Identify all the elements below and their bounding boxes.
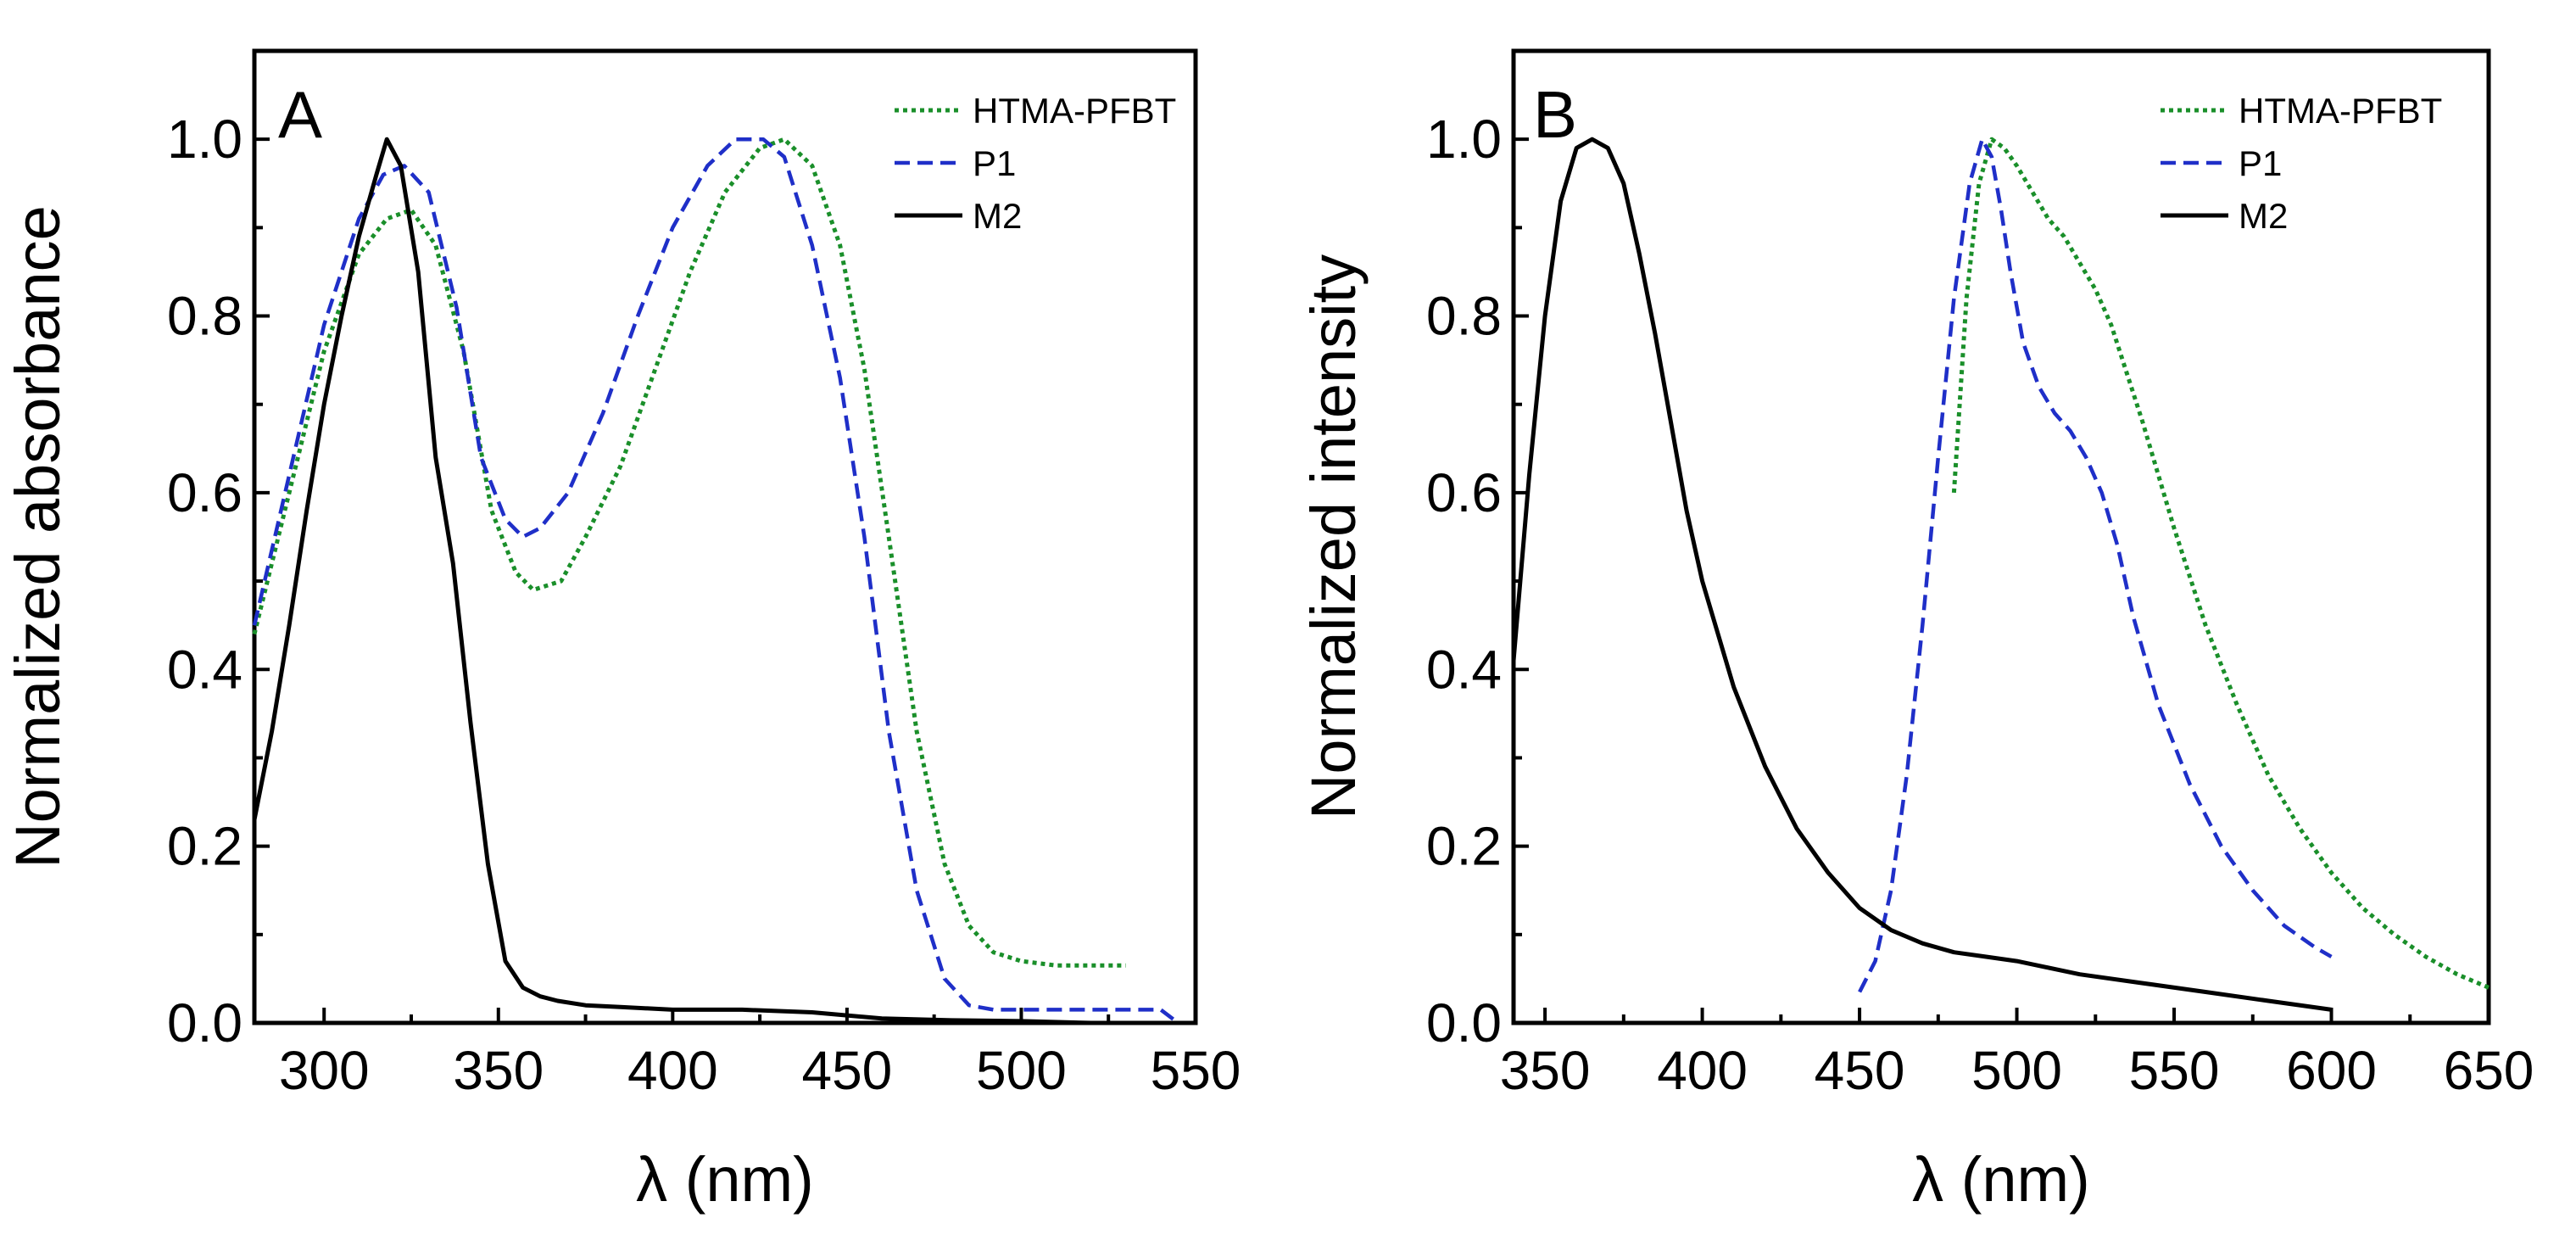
y-tick-label-a-1: 0.2 <box>167 816 243 877</box>
panel-b: 350 400 450 500 550 600 6500.00.20.40.60.81.0 … <box>1298 48 2534 1215</box>
x-tick-label-b-600: 600 <box>2286 1040 2377 1101</box>
series-a <box>252 137 1179 1025</box>
series-line-a-htma-pfbt <box>252 137 1126 968</box>
x-tick-label-a-500: 500 <box>976 1040 1067 1101</box>
y-tick-label-a-0: 0.0 <box>167 992 243 1053</box>
x-tick-label-a-300: 300 <box>279 1040 370 1101</box>
legend-label-b-htma-pfbt: HTMA-PFBT <box>2239 91 2442 131</box>
legend-label-b-m2: M2 <box>2239 196 2288 236</box>
y-tick-label-b-5: 1.0 <box>1426 109 1502 170</box>
y-tick-label-b-1: 0.2 <box>1426 816 1502 877</box>
x-tick-label-b-450: 450 <box>1815 1040 1905 1101</box>
x-tick-label-b-650: 650 <box>2444 1040 2534 1101</box>
x-tick-label-a-550: 550 <box>1151 1040 1241 1101</box>
y-tick-label-a-4: 0.8 <box>167 286 243 347</box>
x-tick-label-a-350: 350 <box>453 1040 544 1101</box>
y-tick-label-b-0: 0.0 <box>1426 992 1502 1053</box>
series-b <box>1511 137 2490 1012</box>
series-line-a-m2 <box>252 137 1161 1025</box>
y-tick-label-a-2: 0.4 <box>167 639 243 700</box>
x-tick-label-a-400: 400 <box>627 1040 718 1101</box>
y-axis-title-b: Normalized intensity <box>1298 254 1369 819</box>
x-tick-label-b-400: 400 <box>1657 1040 1748 1101</box>
y-axis-title-a: Normalized absorbance <box>3 205 73 869</box>
x-tick-label-b-500: 500 <box>1971 1040 2062 1101</box>
legend-label-a-htma-pfbt: HTMA-PFBT <box>973 91 1176 131</box>
y-tick-label-a-5: 1.0 <box>167 109 243 170</box>
y-tick-label-a-3: 0.6 <box>167 462 243 523</box>
ticks-a <box>254 49 1197 1025</box>
tick-labels-b: 350 400 450 500 550 600 650 0.0 0.2 0.4 0.6 0.8 1.0 <box>1426 109 2534 1101</box>
x-axis-title-b: λ (nm) <box>1912 1144 2090 1215</box>
panel-a: 300 350 400 450 500 550 0.0 0.2 0.4 0.6 0.8 1.0 A H… <box>3 48 1241 1215</box>
y-tick-label-b-3: 0.6 <box>1426 462 1502 523</box>
plot-area-frame-a <box>252 48 1198 1025</box>
series-line-b-p1 <box>1858 137 2333 993</box>
legend-label-b-p1: P1 <box>2239 143 2282 183</box>
ticks-b <box>1514 49 2490 1025</box>
x-tick-label-a-450: 450 <box>801 1040 892 1101</box>
x-tick-label-b-550: 550 <box>2129 1040 2220 1101</box>
plot-area-frame-b <box>1511 48 2491 1025</box>
series-line-b-m2 <box>1511 137 2332 1012</box>
legend-label-a-m2: M2 <box>973 196 1022 236</box>
y-tick-label-b-2: 0.4 <box>1426 639 1502 700</box>
legend-label-a-p1: P1 <box>973 143 1016 183</box>
series-line-a-p1 <box>252 137 1179 1025</box>
legend-a: HTMA-PFBT P1 M2 <box>895 91 1176 236</box>
panel-label-b: B <box>1533 77 1577 152</box>
legend-b: HTMA-PFBT P1 M2 <box>2161 91 2442 236</box>
x-axis-title-a: λ (nm) <box>636 1144 814 1215</box>
panel-label-a: A <box>278 77 322 152</box>
y-tick-label-b-4: 0.8 <box>1426 286 1502 347</box>
series-line-b-htma-pfbt <box>1951 137 2490 990</box>
x-tick-label-b-350: 350 <box>1500 1040 1591 1101</box>
tick-labels-a: 300 350 400 450 500 550 0.0 0.2 0.4 0.6 0.8 1.0 <box>167 109 1241 1101</box>
